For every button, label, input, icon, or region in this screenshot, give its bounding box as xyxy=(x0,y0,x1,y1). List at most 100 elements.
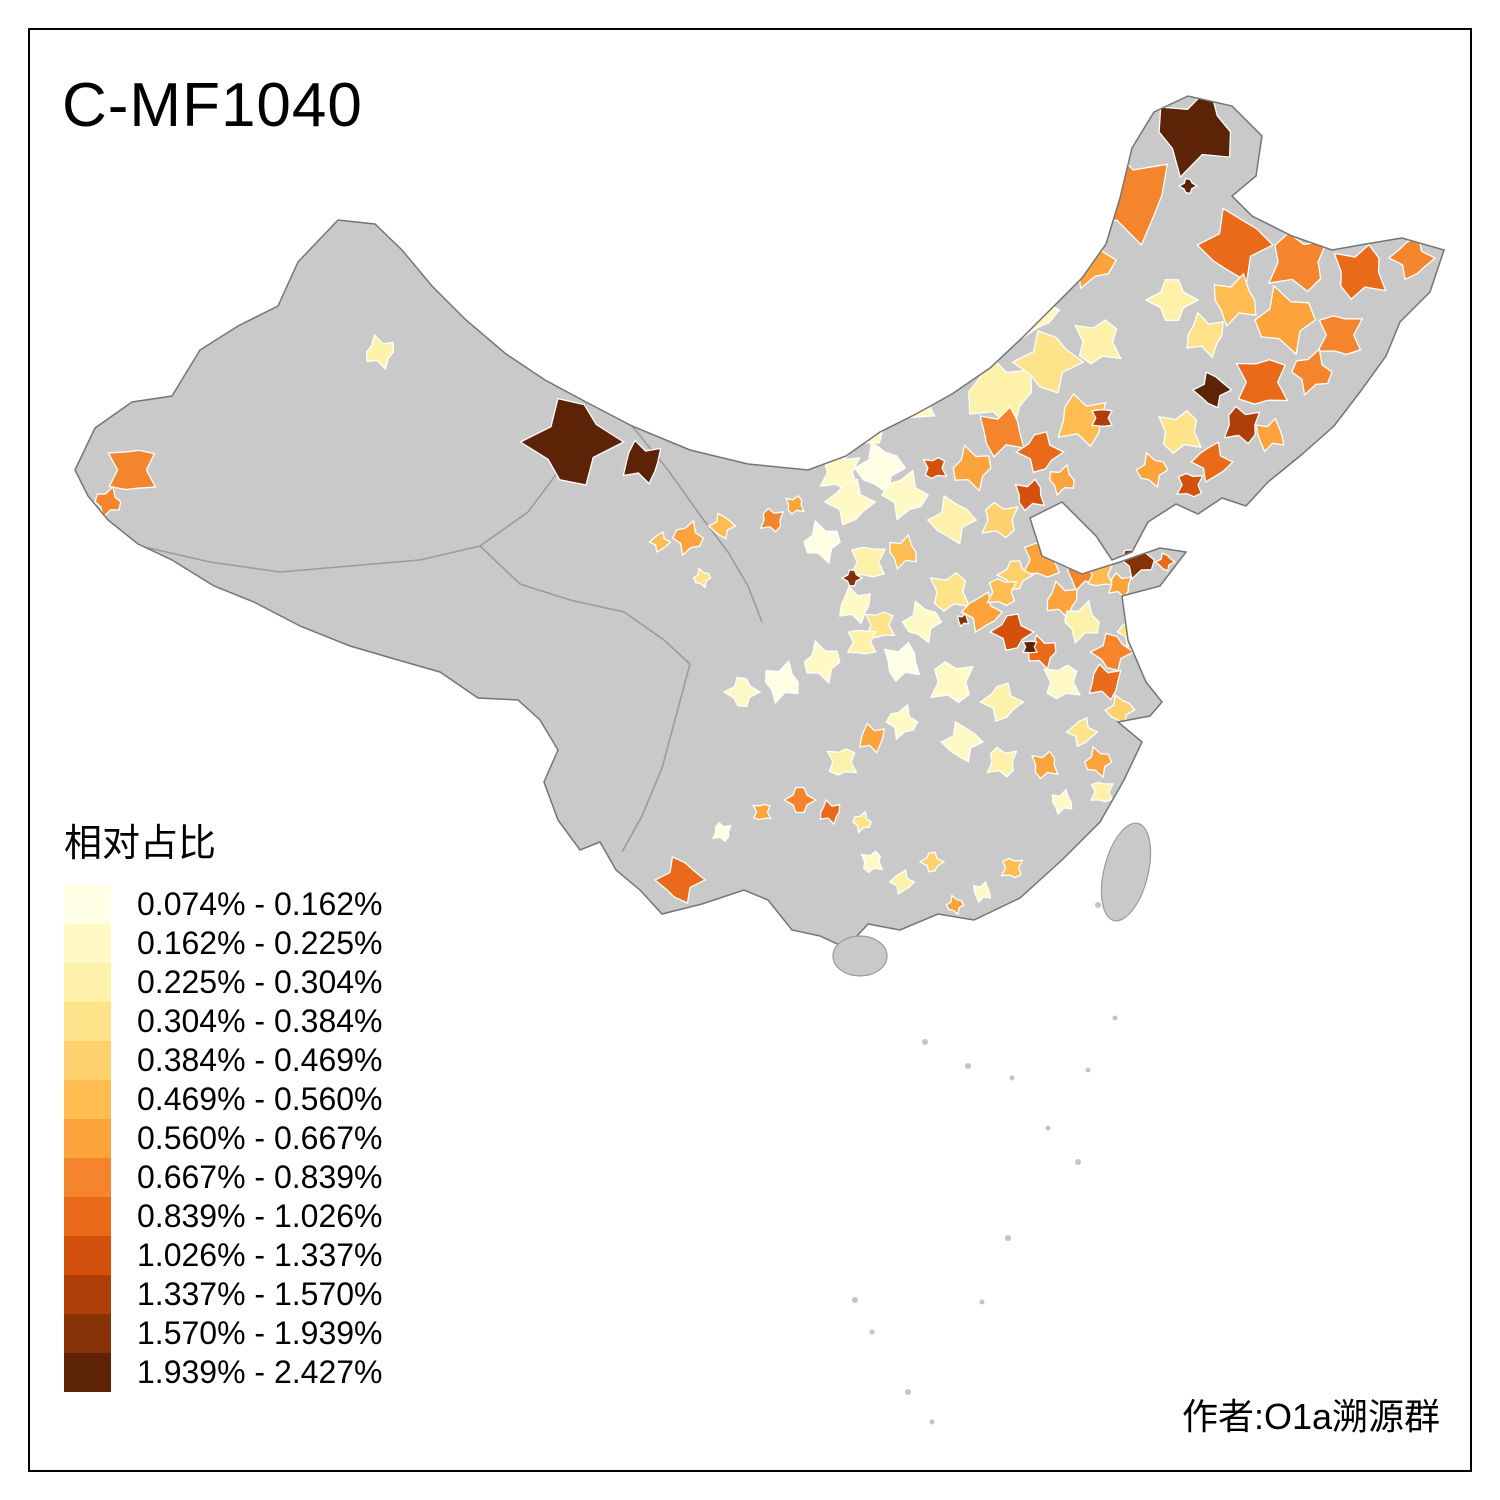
map-region xyxy=(1255,417,1285,453)
map-region xyxy=(752,803,772,821)
map-region xyxy=(785,494,805,515)
map-region xyxy=(622,439,662,485)
map-region xyxy=(692,567,712,589)
author-credit: 作者:O1a溯源群 xyxy=(1181,1396,1440,1437)
map-region xyxy=(826,748,858,776)
map-region xyxy=(952,444,992,493)
legend-label: 0.469% - 0.560% xyxy=(137,1081,383,1117)
legend-row: 1.337% - 1.570% xyxy=(64,1275,383,1314)
map-region xyxy=(712,821,732,843)
map-region xyxy=(922,456,948,480)
legend-label: 1.570% - 1.939% xyxy=(137,1315,383,1351)
map-region xyxy=(653,855,707,904)
map-region xyxy=(972,880,992,904)
map-region xyxy=(803,519,841,565)
legend-swatch xyxy=(64,1236,111,1275)
map-region xyxy=(1000,857,1024,879)
map-region xyxy=(1333,243,1387,301)
map-region xyxy=(1090,409,1114,427)
map-region xyxy=(1235,359,1289,405)
legend-label: 0.667% - 0.839% xyxy=(137,1159,383,1195)
taiwan-island xyxy=(1100,822,1152,922)
legend-label: 1.337% - 1.570% xyxy=(137,1276,383,1312)
map-region xyxy=(782,786,818,814)
legend-swatch xyxy=(64,1041,111,1080)
map-region xyxy=(929,661,975,704)
map-region xyxy=(764,660,799,704)
map-region xyxy=(956,612,970,628)
legend-row: 0.074% - 0.162% xyxy=(64,885,383,924)
map-region xyxy=(1154,552,1177,572)
legend-row: 1.570% - 1.939% xyxy=(64,1314,383,1353)
map-region xyxy=(860,850,884,874)
map-region xyxy=(979,682,1025,722)
map-region xyxy=(1021,640,1038,654)
legend-swatch xyxy=(64,963,111,1002)
map-region xyxy=(759,507,785,533)
map-region xyxy=(1014,478,1046,512)
map-region xyxy=(852,810,872,834)
page-title: C-MF1040 xyxy=(62,71,363,140)
map-region xyxy=(803,639,841,685)
legend-swatch xyxy=(64,1275,111,1314)
legend-swatch xyxy=(64,1002,111,1041)
map-region xyxy=(888,869,916,895)
map-region xyxy=(1175,472,1204,498)
map-region xyxy=(986,577,1018,607)
legend-swatch xyxy=(64,924,111,963)
map-region xyxy=(960,590,1004,634)
legend-label: 0.162% - 0.225% xyxy=(137,925,383,961)
map-region xyxy=(995,560,1035,591)
legend-row: 0.560% - 0.667% xyxy=(64,1119,383,1158)
map-region xyxy=(1191,371,1233,409)
legend-row: 1.939% - 2.427% xyxy=(64,1353,383,1392)
map-region xyxy=(1088,663,1122,701)
map-region xyxy=(1223,405,1261,445)
map-region xyxy=(883,641,921,683)
map-region xyxy=(889,533,917,571)
legend-swatch xyxy=(64,1353,111,1392)
legend-title: 相对占比 xyxy=(64,823,217,865)
legend-row: 0.384% - 0.469% xyxy=(64,1041,383,1080)
legend-label: 0.225% - 0.304% xyxy=(137,964,383,1000)
map-region xyxy=(846,629,878,655)
legend-swatch xyxy=(64,1080,111,1119)
map-region xyxy=(885,703,919,741)
plot-border xyxy=(28,28,1472,1472)
map-region xyxy=(1144,278,1200,321)
map-region xyxy=(1031,750,1059,780)
map-region xyxy=(1254,284,1317,356)
map-region xyxy=(880,469,929,521)
legend-row: 1.026% - 1.337% xyxy=(64,1236,383,1275)
map-region xyxy=(1089,632,1136,672)
map-region xyxy=(1065,716,1099,748)
map-region xyxy=(901,600,943,644)
map-region xyxy=(671,519,705,557)
legend: 相对占比 0.074% - 0.162% 0.162% - 0.225% 0.225… xyxy=(64,812,383,1392)
legend-label: 1.026% - 1.337% xyxy=(137,1237,383,1273)
map-region xyxy=(722,676,762,708)
map-region xyxy=(519,397,626,486)
map-region xyxy=(1190,441,1234,484)
map-region xyxy=(1074,319,1122,365)
map-region xyxy=(1196,207,1274,283)
legend-row: 0.667% - 0.839% xyxy=(64,1158,383,1197)
map-region xyxy=(940,720,985,763)
map-region xyxy=(979,405,1025,458)
map-region xyxy=(945,894,965,916)
map-region xyxy=(1064,599,1100,645)
map-region xyxy=(981,501,1019,539)
legend-label: 0.384% - 0.469% xyxy=(137,1042,383,1078)
south-china-sea-islands xyxy=(852,902,1118,1425)
map-region xyxy=(840,569,864,587)
legend-swatch xyxy=(64,1314,111,1353)
map-region xyxy=(926,494,978,545)
map-region xyxy=(1316,315,1364,356)
legend-label: 0.074% - 0.162% xyxy=(137,886,383,922)
legend-swatch xyxy=(64,1119,111,1158)
map-region xyxy=(1051,788,1073,816)
map-region xyxy=(988,613,1036,652)
legend-label: 1.939% - 2.427% xyxy=(137,1354,383,1390)
